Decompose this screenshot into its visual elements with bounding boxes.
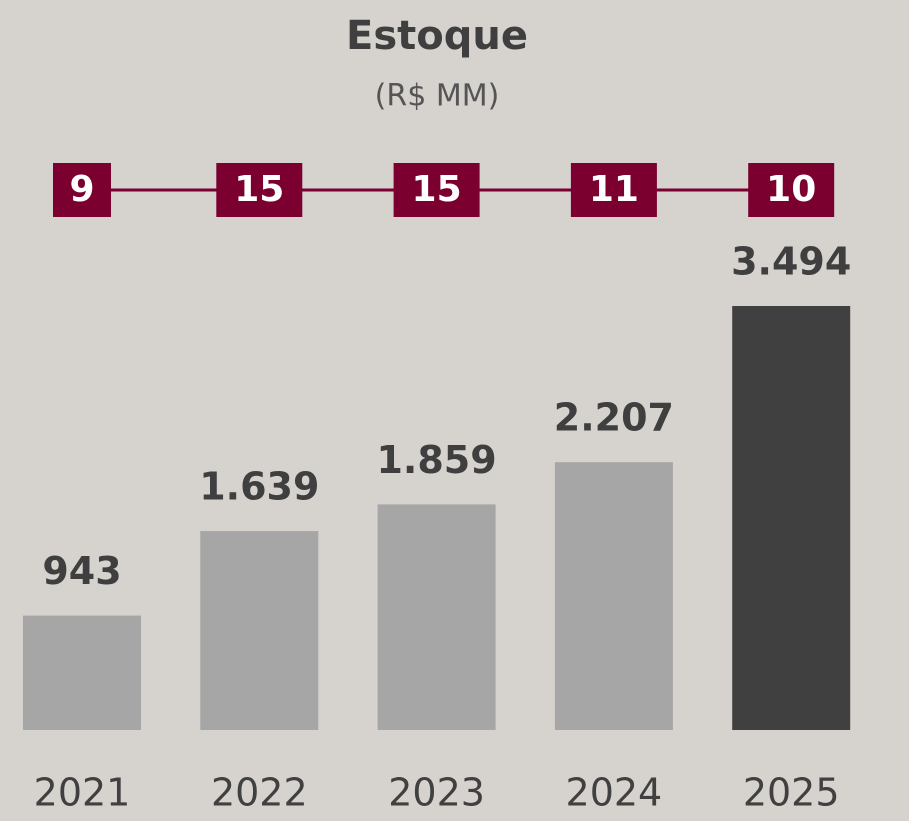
- indicator-box: [216, 163, 303, 217]
- chart-subtitle: (R$ MM): [375, 79, 500, 114]
- indicator-box: [748, 163, 835, 217]
- value-label: 1.639: [199, 465, 319, 509]
- indicator-box: [53, 163, 111, 217]
- bar: [200, 531, 319, 730]
- bar: [23, 615, 141, 730]
- x-tick-label: 2023: [388, 771, 485, 815]
- x-tick-label: 2025: [743, 771, 840, 815]
- indicator-box: [393, 163, 480, 217]
- chart-title: Estoque: [346, 13, 528, 59]
- bar: [377, 504, 496, 730]
- indicator-label: 15: [412, 169, 462, 210]
- indicator-label: 15: [234, 169, 284, 210]
- value-label: 1.859: [376, 438, 496, 482]
- indicator-box: [570, 163, 657, 217]
- value-label: 2.207: [554, 396, 674, 440]
- bar: [554, 462, 673, 730]
- bar: [732, 306, 851, 730]
- indicator-label: 9: [69, 169, 94, 210]
- x-tick-label: 2022: [211, 771, 308, 815]
- indicator-label: 11: [589, 169, 639, 210]
- value-label: 3.494: [731, 240, 851, 284]
- x-tick-label: 2024: [566, 771, 663, 815]
- x-tick-label: 2021: [34, 771, 131, 815]
- value-label: 943: [42, 549, 121, 593]
- indicator-label: 10: [766, 169, 816, 210]
